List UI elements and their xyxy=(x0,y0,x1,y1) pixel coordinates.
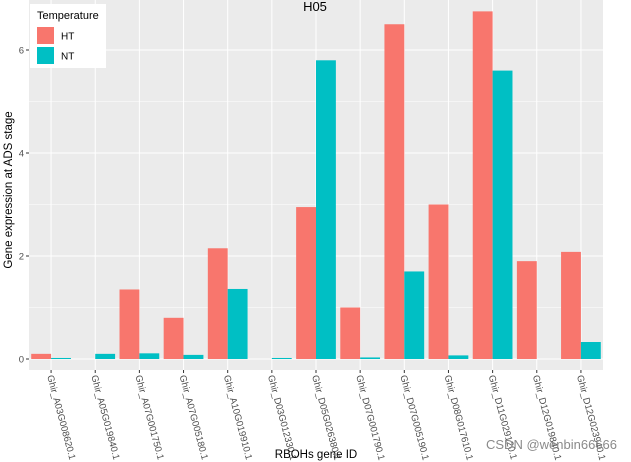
chart-title: H05 xyxy=(303,0,327,14)
y-tick-label: 6 xyxy=(19,46,24,57)
legend-key-nt xyxy=(37,47,54,64)
bar-nt-3 xyxy=(183,354,204,359)
x-tick-label: Ghir_D07G005190.1 xyxy=(397,374,430,462)
bar-ht-2 xyxy=(119,289,140,359)
y-tick-label: 2 xyxy=(19,252,24,263)
watermark: CSDN @wenbin66666 xyxy=(486,437,617,452)
bar-nt-1 xyxy=(95,353,116,359)
legend-title: Temperature xyxy=(37,10,99,22)
bar-nt-9 xyxy=(448,355,469,359)
legend: Temperature HT NT xyxy=(30,4,106,68)
x-tick-label: Ghir_D08G017610.1 xyxy=(442,374,475,462)
y-axis-title: Gene expression at ADS stage xyxy=(3,111,15,268)
bar-ht-8 xyxy=(384,24,405,359)
legend-label-nt: NT xyxy=(61,52,74,63)
x-tick-label: Ghir_A07G005180.1 xyxy=(177,374,210,461)
y-tick-label: 0 xyxy=(19,355,24,366)
bar-nt-12 xyxy=(580,342,601,359)
bar-ht-3 xyxy=(163,317,184,359)
bars xyxy=(31,11,601,360)
x-tick-label: Ghir_A03G008620.1 xyxy=(44,374,77,461)
bar-ht-0 xyxy=(31,353,52,359)
bar-nt-2 xyxy=(139,353,160,359)
bar-nt-5 xyxy=(271,357,292,359)
x-tick-label: Ghir_D07G001790.1 xyxy=(353,374,386,462)
x-tick-label: Ghir_A07G001750.1 xyxy=(132,374,165,461)
bar-ht-7 xyxy=(340,307,361,359)
bar-ht-11 xyxy=(516,261,537,359)
x-tick-label: Ghir_A10G019910.1 xyxy=(221,374,254,461)
bar-nt-4 xyxy=(227,288,248,359)
bar-ht-12 xyxy=(561,251,581,359)
bar-nt-8 xyxy=(404,271,425,359)
bar-nt-7 xyxy=(360,357,381,359)
bar-nt-6 xyxy=(316,60,336,360)
legend-label-ht: HT xyxy=(61,32,74,43)
y-axis: 0 2 4 6 xyxy=(19,46,29,366)
bar-ht-10 xyxy=(472,11,493,359)
bar-nt-10 xyxy=(492,70,513,359)
x-tick-label: Ghir_A05G019840.1 xyxy=(88,374,121,461)
legend-key-ht xyxy=(37,27,54,44)
bar-ht-4 xyxy=(207,248,228,359)
bar-ht-6 xyxy=(296,207,316,359)
bar-ht-9 xyxy=(428,204,449,359)
x-axis-title: RBOHs gene ID xyxy=(275,449,357,461)
y-tick-label: 4 xyxy=(19,149,24,160)
bar-nt-0 xyxy=(51,357,71,359)
